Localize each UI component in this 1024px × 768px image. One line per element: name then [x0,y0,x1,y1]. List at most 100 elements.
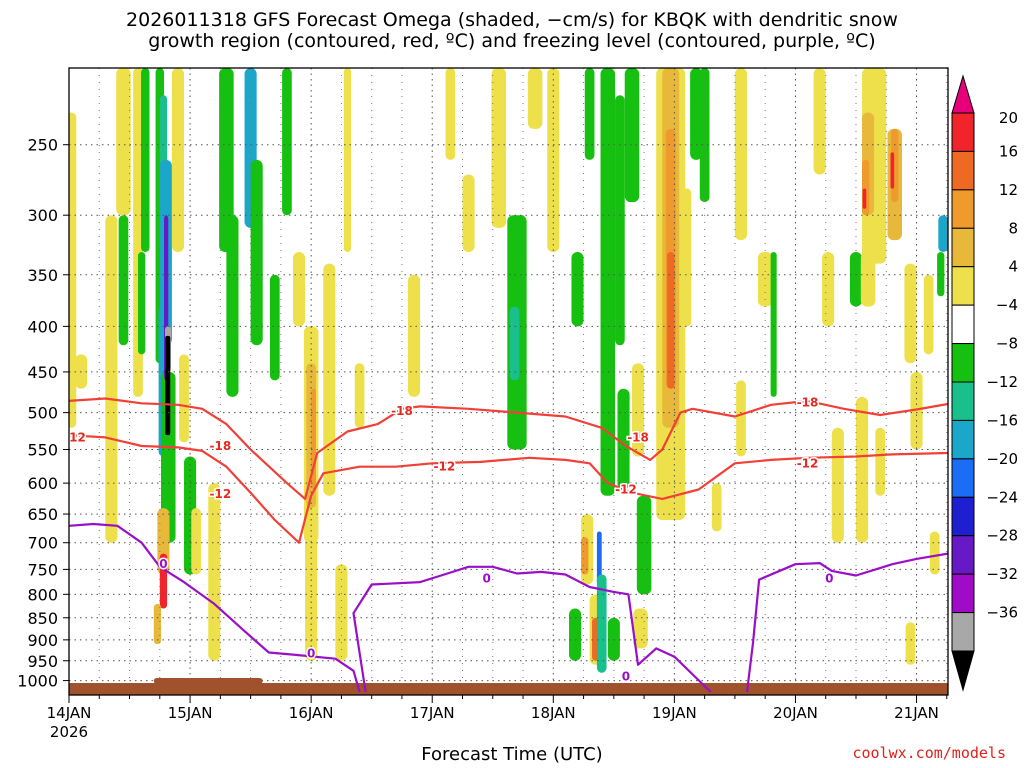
y-tick-label: 400 [27,317,58,336]
x-tick-label: 17JAN [410,704,455,722]
chart-title-line1: 2026011318 GFS Forecast Omega (shaded, −… [126,9,898,31]
credit-text: coolwx.com/models [852,744,1006,762]
omega-shaded-cell [875,427,886,496]
omega-shaded-cell [527,68,543,129]
y-tick-label: 550 [27,440,58,459]
omega-shaded-cell [937,252,945,297]
omega-shaded-cell [462,174,475,253]
contour-label: 0 [159,557,167,571]
colorbar-top-arrow [951,74,975,114]
colorbar-label: −12 [986,373,1018,391]
contour-label: 0 [825,572,833,586]
omega-shaded-cell [862,188,867,209]
y-tick-label: 700 [27,534,58,553]
contour-label: 0 [622,670,630,684]
colorbar-label: −16 [986,411,1018,429]
colorbar-segment [951,150,975,191]
omega-shaded-cell [547,68,560,253]
x-axis-title: Forecast Time (UTC) [421,744,603,765]
colorbar-label: 20 [999,109,1018,127]
omega-shaded-cell [734,68,748,241]
colorbar-segment [951,227,975,268]
omega-shaded-cell [905,622,916,665]
omega-shaded-cell [161,371,176,543]
omega-shaded-cell [929,531,940,575]
omega-shaded-cell [890,152,895,189]
contour-dendritic-minus12 [69,434,948,544]
omega-shaded-cell [667,252,675,389]
contour-label: -12 [64,430,86,444]
omega-shaded-cell [923,274,934,355]
colorbar-segment [951,189,975,229]
colorbar-segment [951,573,975,614]
omega-shaded-cell [615,95,625,346]
omega-shaded-cell [335,564,348,661]
omega-shaded-cell [633,608,648,649]
colorbar-segment [951,496,975,537]
colorbar-label: −24 [986,488,1018,506]
colorbar-label: −20 [986,450,1018,468]
omega-shaded-cell [323,263,336,496]
contour-label: -12 [433,460,455,474]
omega-shaded-cell [153,603,162,645]
colorbar-segment [951,304,975,345]
x-tick-label: 15JAN [168,704,213,722]
omega-shaded-cell [354,363,365,428]
terrain-surface [69,683,948,695]
omega-shaded-cell [282,68,292,216]
omega-shaded-cell [118,215,129,346]
omega-shaded-cell [269,274,280,381]
contour-label: -12 [797,456,819,470]
y-axis: 250 300 350 400 450 500 550 600 650 700 750 800 850 9… [17,136,69,691]
y-tick-label: 650 [27,505,58,524]
y-tick-label: 850 [27,609,58,628]
omega-shaded-cell [624,68,640,203]
colorbar-label: −28 [986,527,1018,545]
omega-shaded-cell [855,456,869,543]
omega-shaded-cell [757,252,773,307]
y-tick-label: 500 [27,404,58,423]
plot-frame [68,67,949,696]
omega-shaded-cell [571,252,584,327]
contour-dendritic-minus18 [69,397,948,500]
grid-layer [69,68,948,695]
y-tick-label: 350 [27,266,58,285]
y-tick-label: 750 [27,560,58,579]
colorbar-bottom-arrow [951,650,975,692]
omega-shaded-cell [596,574,607,673]
contour-label: 0 [483,572,491,586]
contour-freezing-level [69,522,361,693]
omega-shaded-cell [138,252,146,355]
y-tick-label: 900 [27,631,58,650]
y-tick-label: 950 [27,652,58,671]
colorbar-label: −36 [986,604,1018,622]
omega-shaded-cell [141,68,150,253]
contour-label: -18 [797,395,819,409]
omega-shaded-cell [171,68,185,253]
contour-label: -18 [209,439,231,453]
omega-shaded-cell [226,215,239,397]
omega-shading-layer [69,68,948,673]
omega-shaded-cell [445,68,456,160]
omega-shaded-cell [904,263,917,364]
y-tick-label: 600 [27,474,58,493]
omega-shaded-cell [208,483,221,661]
omega-shaded-cell [938,215,948,253]
colorbar-label: 12 [999,181,1018,199]
x-tick-label: 21JAN [894,704,939,722]
omega-shaded-cell [596,531,602,585]
chart-title-line2: growth region (contoured, red, ºC) and f… [148,30,876,52]
omega-shaded-cell [105,215,118,543]
colorbar-label: −4 [996,296,1018,314]
terrain-bump [153,678,263,684]
omega-shaded-cell [581,537,589,575]
y-tick-label: 300 [27,206,58,225]
omega-shaded-cell [822,252,835,327]
x-tick-label: 18JAN [531,704,576,722]
terrain-layer [69,678,948,695]
colorbar-segment [951,266,975,306]
omega-shaded-cell [509,306,520,381]
colorbar-label: −8 [996,335,1018,353]
